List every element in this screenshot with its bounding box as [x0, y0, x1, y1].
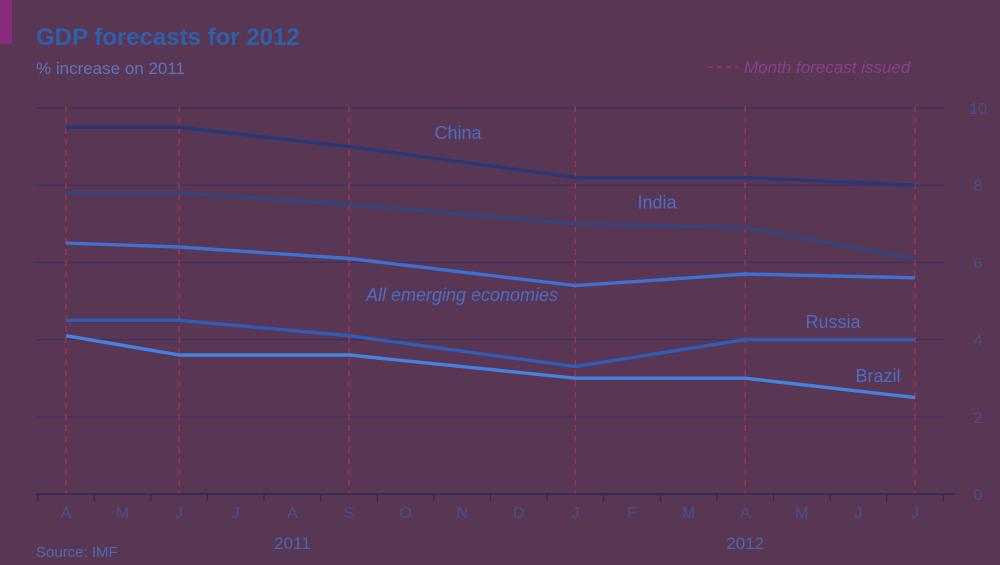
forecast-month-markers: [65, 106, 916, 494]
series-label: All emerging economies: [365, 285, 558, 305]
x-tick-label: J: [571, 505, 579, 522]
x-year-label: 2012: [726, 534, 764, 553]
x-tick-label: A: [740, 505, 751, 522]
chart-title: GDP forecasts for 2012: [36, 24, 300, 51]
y-tick-label: 6: [974, 255, 983, 272]
x-tick-label: J: [911, 505, 919, 522]
axis-layer: 0 2 4 6 8 10 A M J J A S O N D J F M A M J J 2011 2012: [36, 101, 987, 553]
series-label: Russia: [805, 312, 861, 332]
series-label: China: [434, 123, 482, 143]
y-tick-label: 2: [974, 410, 983, 427]
y-tick-label: 10: [969, 101, 987, 118]
y-tick-label: 0: [974, 487, 983, 504]
source-note: Source: IMF: [36, 544, 118, 561]
chart-subtitle: % increase on 2011: [36, 59, 185, 78]
series-line: [66, 191, 916, 261]
x-tick-label: O: [399, 505, 411, 522]
x-tick-label: S: [344, 505, 355, 522]
x-tick-label: F: [627, 505, 637, 522]
series-line: [66, 125, 916, 187]
x-tick-label: M: [682, 505, 695, 522]
x-tick-label: J: [232, 505, 240, 522]
x-tick-label: A: [61, 505, 72, 522]
title-accent-bar: [0, 0, 12, 44]
series-line: [66, 318, 915, 369]
series-line: [65, 334, 916, 400]
x-tick-label: J: [854, 505, 862, 522]
y-tick-label: 8: [974, 178, 983, 195]
series-layer: [65, 125, 916, 400]
legend-label: Month forecast issued: [744, 58, 911, 77]
series-line: [65, 241, 916, 288]
series-label-layer: China India All emerging economies Russia Br…: [365, 123, 901, 386]
x-tick-label: M: [795, 505, 808, 522]
x-tick-label: M: [116, 505, 129, 522]
x-tick-label: N: [456, 505, 468, 522]
series-label: Brazil: [855, 366, 900, 386]
y-tick-label: 4: [974, 333, 983, 350]
series-label: India: [637, 192, 677, 212]
x-year-label: 2011: [274, 534, 311, 553]
x-tick-label: A: [287, 505, 298, 522]
x-tick-label: J: [175, 505, 183, 522]
x-tick-label: D: [513, 505, 525, 522]
